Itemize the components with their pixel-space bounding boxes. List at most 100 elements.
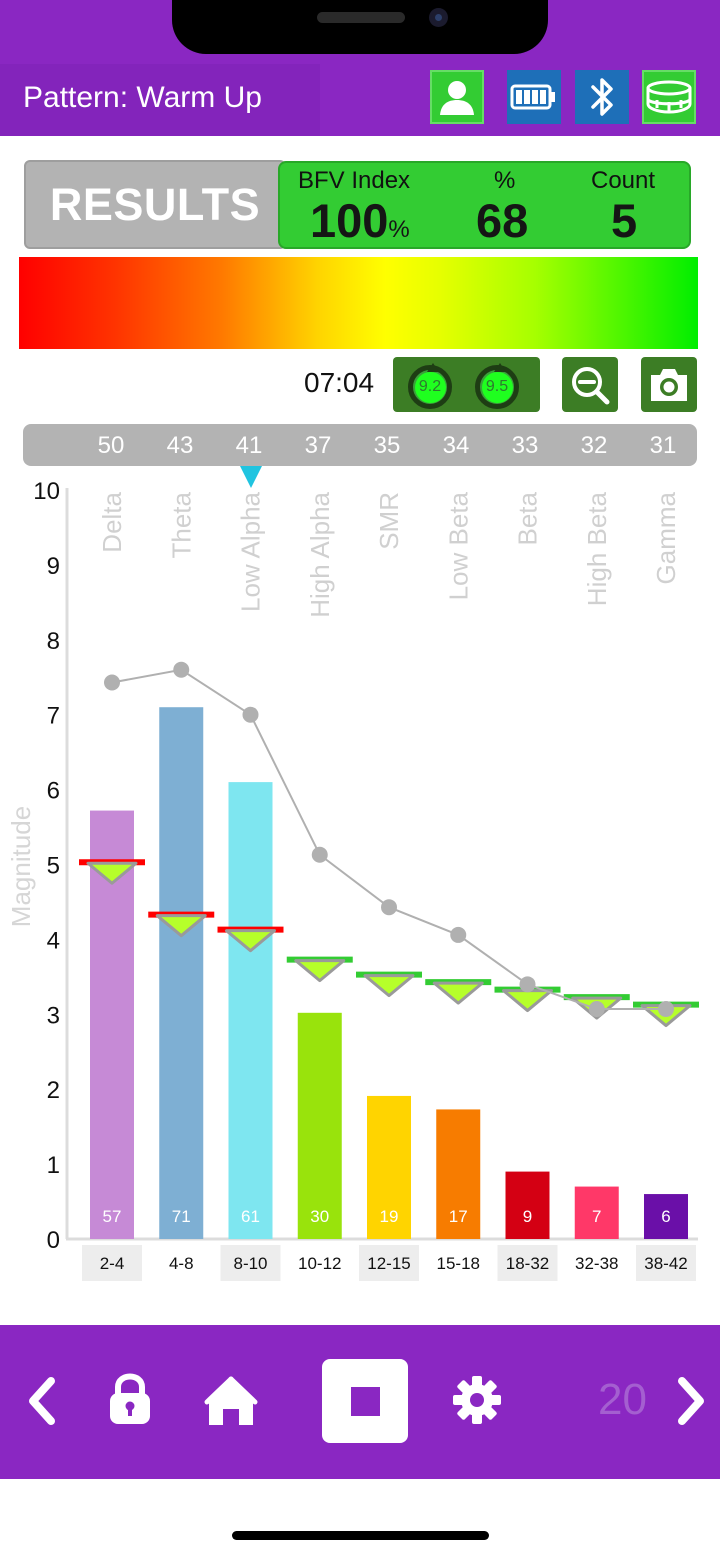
forward-icon <box>678 1377 704 1425</box>
band-name-label: Beta <box>513 491 543 545</box>
bar-value-label: 30 <box>310 1207 329 1226</box>
user-button[interactable] <box>430 70 484 124</box>
count-value: 5 <box>611 194 638 247</box>
band-name-label: Delta <box>97 491 127 552</box>
bar-value-label: 6 <box>661 1207 670 1226</box>
feedback-gradient-bar <box>19 257 698 349</box>
left-signal-value: 9.2 <box>414 371 446 403</box>
average-point <box>588 1001 605 1018</box>
band-name-label: High Alpha <box>305 491 335 617</box>
forward-button[interactable] <box>672 1373 712 1429</box>
stop-icon <box>350 1386 380 1416</box>
y-tick-label: 5 <box>47 853 60 880</box>
chart-bar <box>436 1109 481 1239</box>
bluetooth-icon <box>591 78 613 116</box>
band-score: 50 <box>97 432 125 459</box>
bar-value-label: 71 <box>172 1207 191 1226</box>
stop-button[interactable] <box>322 1359 408 1443</box>
pattern-title: Pattern: Warm Up <box>23 81 262 114</box>
y-tick-label: 3 <box>47 1002 60 1029</box>
x-category-label: 4-8 <box>169 1254 194 1273</box>
session-timer: 07:04 <box>304 367 375 398</box>
chart-bar <box>644 1194 688 1239</box>
back-icon <box>29 1377 55 1425</box>
bfv-index-value: 100% <box>310 194 410 247</box>
y-axis-label: Magnitude <box>6 806 36 927</box>
threshold-arrow <box>432 981 484 1005</box>
band-score: 35 <box>373 432 401 459</box>
bottom-navigation: 20 <box>0 1325 720 1479</box>
threshold-arrow <box>225 929 276 953</box>
category-label-background <box>220 1245 281 1281</box>
home-button[interactable] <box>202 1373 260 1429</box>
threshold-arrow <box>155 914 207 938</box>
y-tick-label: 1 <box>47 1152 60 1179</box>
camera-icon <box>429 8 448 27</box>
back-button[interactable] <box>18 1373 64 1429</box>
average-point <box>450 926 467 943</box>
average-point <box>104 674 120 691</box>
bar-value-label: 61 <box>241 1207 260 1226</box>
x-category-label: 38-42 <box>644 1254 687 1273</box>
x-category-label: 18-32 <box>506 1254 549 1273</box>
chart-bar <box>367 1095 411 1239</box>
x-category-label: 15-18 <box>437 1254 480 1273</box>
status-bar <box>0 0 720 64</box>
x-category-label: 12-15 <box>367 1254 410 1273</box>
camera-icon <box>651 368 687 401</box>
band-name-label: High Beta <box>582 491 612 606</box>
chart-bar <box>297 1012 342 1239</box>
page-number: 20 <box>598 1375 647 1424</box>
percent-value: 68 <box>476 194 529 247</box>
stats-panel: BFV Index % Count 100% 68 5 <box>278 161 691 249</box>
threshold-arrow <box>294 959 346 983</box>
headband-button[interactable] <box>642 70 696 124</box>
user-icon <box>440 81 474 115</box>
bfv-index-unit: % <box>388 216 410 243</box>
battery-button[interactable] <box>507 70 561 124</box>
band-name-label: Theta <box>166 491 196 558</box>
y-tick-label: 8 <box>47 628 60 655</box>
band-score: 37 <box>304 432 332 459</box>
x-category-label: 2-4 <box>100 1254 125 1273</box>
lock-button[interactable] <box>103 1369 157 1429</box>
threshold-arrow <box>363 974 415 998</box>
y-tick-label: 9 <box>47 553 60 580</box>
y-tick-label: 7 <box>47 703 60 730</box>
band-score: 31 <box>649 432 677 459</box>
threshold-arrow <box>502 989 553 1013</box>
chart-bar <box>574 1186 619 1239</box>
bar-value-label: 7 <box>592 1207 601 1226</box>
band-name-label: Low Beta <box>443 491 473 600</box>
band-name-label: SMR <box>374 492 404 550</box>
band-name-label: Gamma <box>651 491 681 584</box>
zoom-out-button[interactable] <box>562 357 618 412</box>
category-label-background <box>359 1245 419 1281</box>
band-score: 41 <box>235 432 263 459</box>
zoom-out-icon <box>572 366 610 404</box>
results-label: RESULTS <box>49 178 261 230</box>
bluetooth-button[interactable] <box>575 70 629 124</box>
band-score: 33 <box>511 432 539 459</box>
chart-bar <box>159 707 204 1239</box>
band-score: 34 <box>442 432 470 459</box>
threshold-arrow <box>86 861 138 885</box>
chart-bar <box>505 1171 550 1239</box>
chart-bar <box>228 782 273 1239</box>
category-label-background <box>636 1245 696 1281</box>
speaker-grille <box>317 12 405 23</box>
average-point <box>311 846 328 863</box>
y-tick-label: 0 <box>47 1227 60 1254</box>
percent-label: % <box>494 167 516 194</box>
bar-value-label: 57 <box>103 1207 122 1226</box>
y-tick-label: 6 <box>47 778 60 805</box>
band-name-label: Low Alpha <box>236 491 266 612</box>
settings-button[interactable] <box>450 1373 504 1427</box>
screenshot-button[interactable] <box>641 357 697 412</box>
results-panel: RESULTS <box>24 160 286 249</box>
band-score-strip: 50 43 41 37 35 34 33 32 31 <box>23 424 697 466</box>
right-signal-value: 9.5 <box>481 371 513 403</box>
y-tick-label: 4 <box>47 927 60 954</box>
bar-value-label: 19 <box>380 1207 399 1226</box>
band-score: 43 <box>166 432 194 459</box>
